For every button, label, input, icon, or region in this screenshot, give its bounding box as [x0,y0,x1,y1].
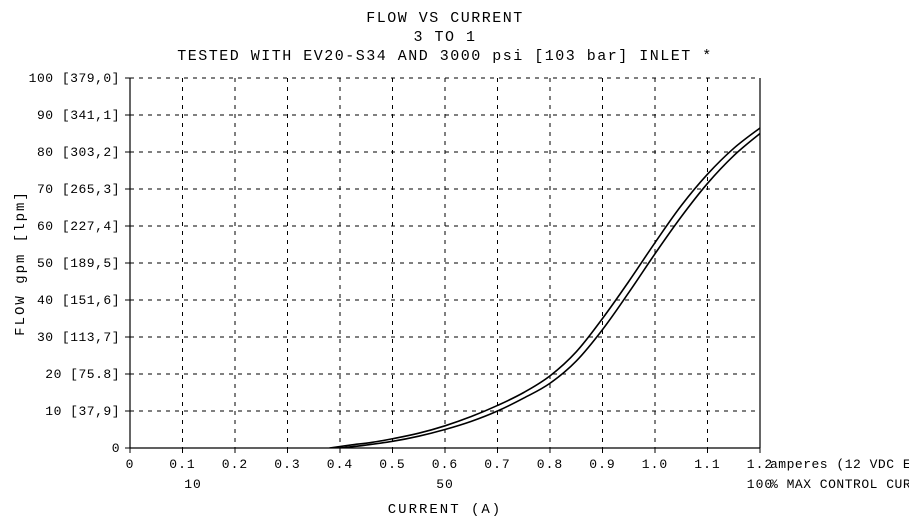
x-tick-label: 0.6 [432,457,458,472]
y-tick-label: 70 [265,3] [37,182,120,197]
series-group [330,128,761,448]
chart-title-line-2: TESTED WITH EV20-S34 AND 3000 psi [103 b… [177,48,713,65]
y-tick-label: 50 [189,5] [37,256,120,271]
y-tick-label: 100 [379,0] [29,71,120,86]
x-tick-label: 1.0 [642,457,668,472]
curve-upper [330,128,761,448]
chart-title: FLOW VS CURRENT 3 TO 1 TESTED WITH EV20-S3… [177,10,713,65]
y-tick-label: 10 [37,9] [45,404,120,419]
chart-title-line-1: 3 TO 1 [413,29,476,46]
x-tick-label: 0.1 [169,457,195,472]
x-tick-label: 0.4 [327,457,353,472]
x-tick-label: 0.3 [274,457,300,472]
x-axis-label: CURRENT (A) [388,502,502,518]
x-tick-label: 0.9 [589,457,615,472]
y-tick-label: 40 [151,6] [37,293,120,308]
x-secondary-tick-label: 50 [436,477,454,492]
chart-title-line-0: FLOW VS CURRENT [366,10,524,27]
flow-vs-current-chart: FLOW VS CURRENT 3 TO 1 TESTED WITH EV20-S3… [0,0,909,521]
x-tick-label: 0.8 [537,457,563,472]
y-axis-label: FLOW gpm [lpm] [13,190,29,336]
y-tick-label: 90 [341,1] [37,108,120,123]
x-axis-annotation-amperes: amperes (12 VDC E-COIL) [770,457,909,472]
y-tick-label: 0 [112,441,120,456]
x-tick-label: 0.7 [484,457,510,472]
x-tick-label: 0.2 [222,457,248,472]
y-tick-label: 20 [75.8] [45,367,120,382]
x-tick-label: 1.1 [694,457,720,472]
x-tick-label: 0.5 [379,457,405,472]
y-tick-label: 60 [227,4] [37,219,120,234]
x-tick-label: 0 [126,457,135,472]
x-secondary-tick-label: 10 [184,477,202,492]
y-tick-label: 30 [113,7] [37,330,120,345]
y-tick-label: 80 [303,2] [37,145,120,160]
x-secondary-annotation: % MAX CONTROL CURRENT [770,477,909,492]
